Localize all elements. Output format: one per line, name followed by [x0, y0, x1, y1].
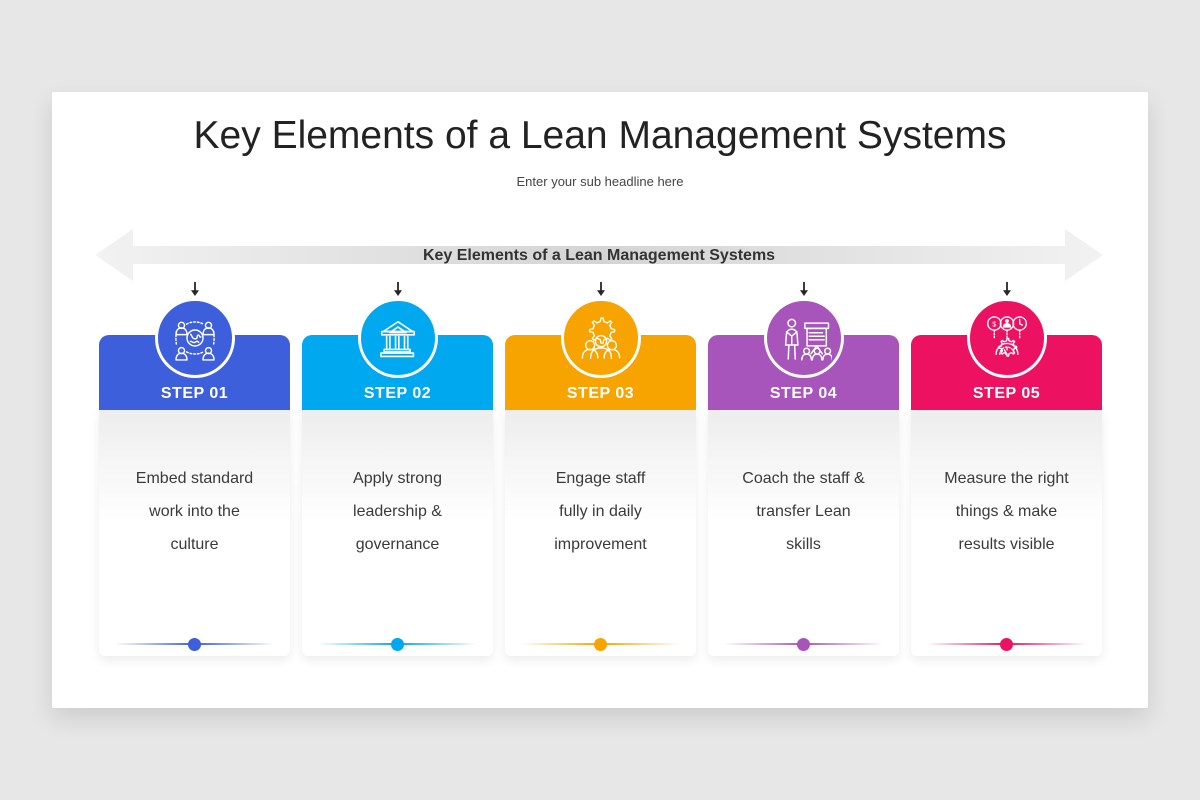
svg-text:$: $	[992, 319, 996, 328]
